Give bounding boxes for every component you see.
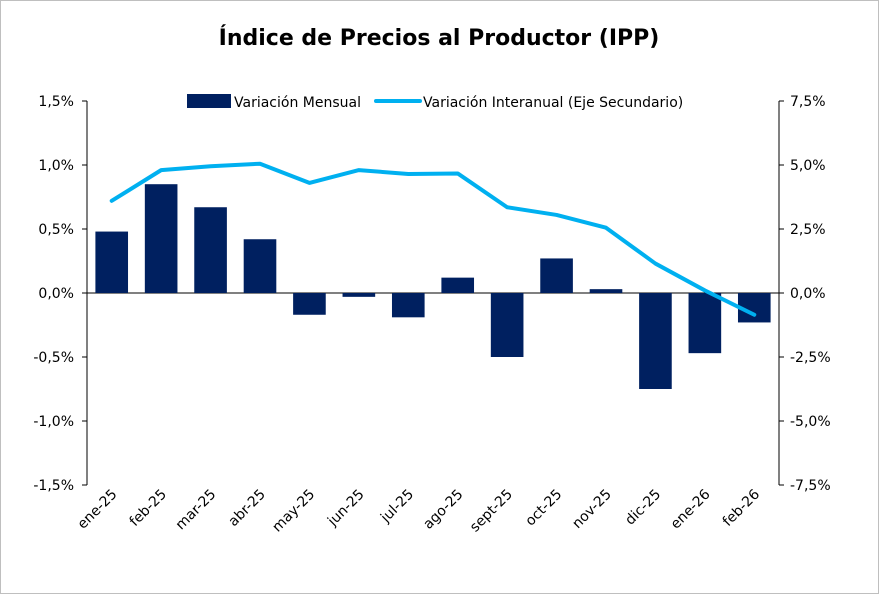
y-primary-tick-label: 1,0% xyxy=(38,158,74,174)
x-tick-label-abr-25: abr-25 xyxy=(226,487,269,530)
x-tick-label-mar-25: mar-25 xyxy=(173,487,220,534)
bar-feb-25 xyxy=(144,184,178,293)
x-tick-label-ene-26: ene-26 xyxy=(668,486,714,532)
legend-label-variacion-mensual: Variación Mensual xyxy=(234,95,361,111)
bar-mar-25 xyxy=(194,207,227,293)
y-primary-tick-label: 0,5% xyxy=(38,222,74,238)
x-tick-label-dic-25: dic-25 xyxy=(622,487,664,529)
x-tick-label-feb-25: feb-25 xyxy=(127,487,170,530)
x-tick-label-sept-25: sept-25 xyxy=(467,487,516,536)
chart-title: Índice de Precios al Productor (IPP) xyxy=(219,25,660,51)
bar-may-25 xyxy=(293,293,326,315)
x-tick-label-ago-25: ago-25 xyxy=(420,487,466,533)
bar-jul-25 xyxy=(391,293,425,318)
bar-nov-25 xyxy=(589,289,623,293)
legend-label-variacion-interanual: Variación Interanual (Eje Secundario) xyxy=(423,95,683,111)
y-secondary-tick-label: 7,5% xyxy=(790,94,826,110)
x-tick-label-nov-25: nov-25 xyxy=(569,487,614,532)
legend: Variación Mensual Variación Interanual (… xyxy=(187,94,683,111)
x-tick-label-jun-25: jun-25 xyxy=(324,487,367,530)
y-primary-tick-label: -0,5% xyxy=(33,350,74,366)
x-tick-label-feb-26: feb-26 xyxy=(720,486,763,529)
bar-dic-25 xyxy=(639,293,672,389)
x-tick-label-ene-25: ene-25 xyxy=(75,487,121,533)
bar-oct-25 xyxy=(540,258,573,293)
y-secondary-tick-label: 2,5% xyxy=(790,222,826,238)
x-tick-label-oct-25: oct-25 xyxy=(523,487,566,530)
bar-sept-25 xyxy=(490,293,524,357)
bar-ago-25 xyxy=(441,277,475,293)
y-secondary-tick-label: -2,5% xyxy=(790,350,831,366)
bar-ene-25 xyxy=(95,231,129,293)
legend-swatch-variacion-mensual xyxy=(187,94,231,108)
y-primary-tick-label: 1,5% xyxy=(38,94,74,110)
bar-ene-26 xyxy=(688,293,722,354)
bar-jun-25 xyxy=(342,293,376,297)
line-variacion-interanual xyxy=(109,161,757,317)
y-primary-tick-label: -1,5% xyxy=(33,478,74,494)
y-secondary-tick-label: 0,0% xyxy=(790,286,826,302)
x-tick-label-may-25: may-25 xyxy=(269,487,318,536)
y-secondary-tick-label: -7,5% xyxy=(790,478,831,494)
y-primary-tick-label: 0,0% xyxy=(38,286,74,302)
bar-abr-25 xyxy=(243,239,277,293)
y-secondary-tick-label: -5,0% xyxy=(790,414,831,430)
y-primary-tick-label: -1,0% xyxy=(33,414,74,430)
y-secondary-tick-label: 5,0% xyxy=(790,158,826,174)
x-tick-label-jul-25: jul-25 xyxy=(377,487,417,527)
